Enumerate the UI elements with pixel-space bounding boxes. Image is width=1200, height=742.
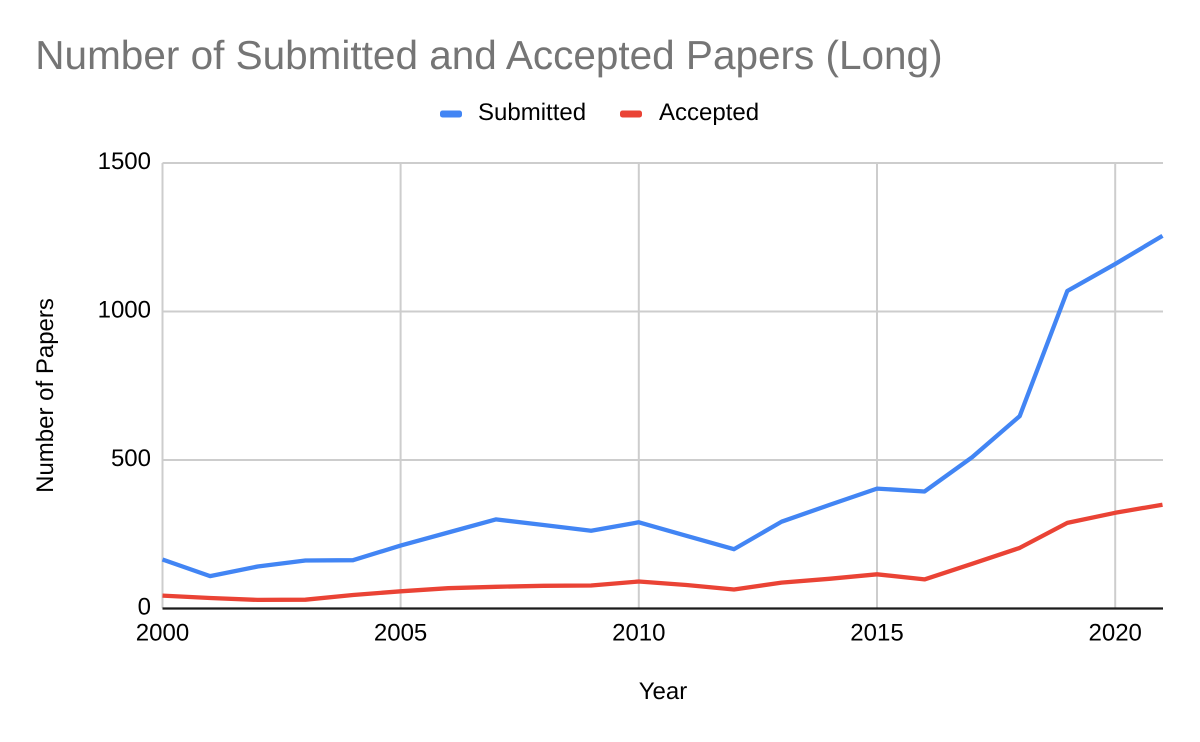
svg-text:0: 0	[138, 593, 151, 620]
svg-text:2000: 2000	[136, 620, 189, 647]
svg-text:2005: 2005	[374, 620, 427, 647]
svg-text:Year: Year	[639, 678, 688, 705]
svg-text:1000: 1000	[98, 296, 151, 323]
svg-text:Submitted: Submitted	[478, 99, 586, 126]
svg-text:2010: 2010	[612, 620, 665, 647]
svg-text:Accepted: Accepted	[659, 99, 759, 126]
svg-text:1500: 1500	[98, 148, 151, 175]
svg-text:Number of Submitted and Accept: Number of Submitted and Accepted Papers …	[35, 32, 942, 78]
svg-text:Number of Papers: Number of Papers	[32, 298, 59, 493]
svg-text:2020: 2020	[1089, 620, 1142, 647]
svg-text:2015: 2015	[850, 620, 903, 647]
svg-text:500: 500	[111, 445, 151, 472]
